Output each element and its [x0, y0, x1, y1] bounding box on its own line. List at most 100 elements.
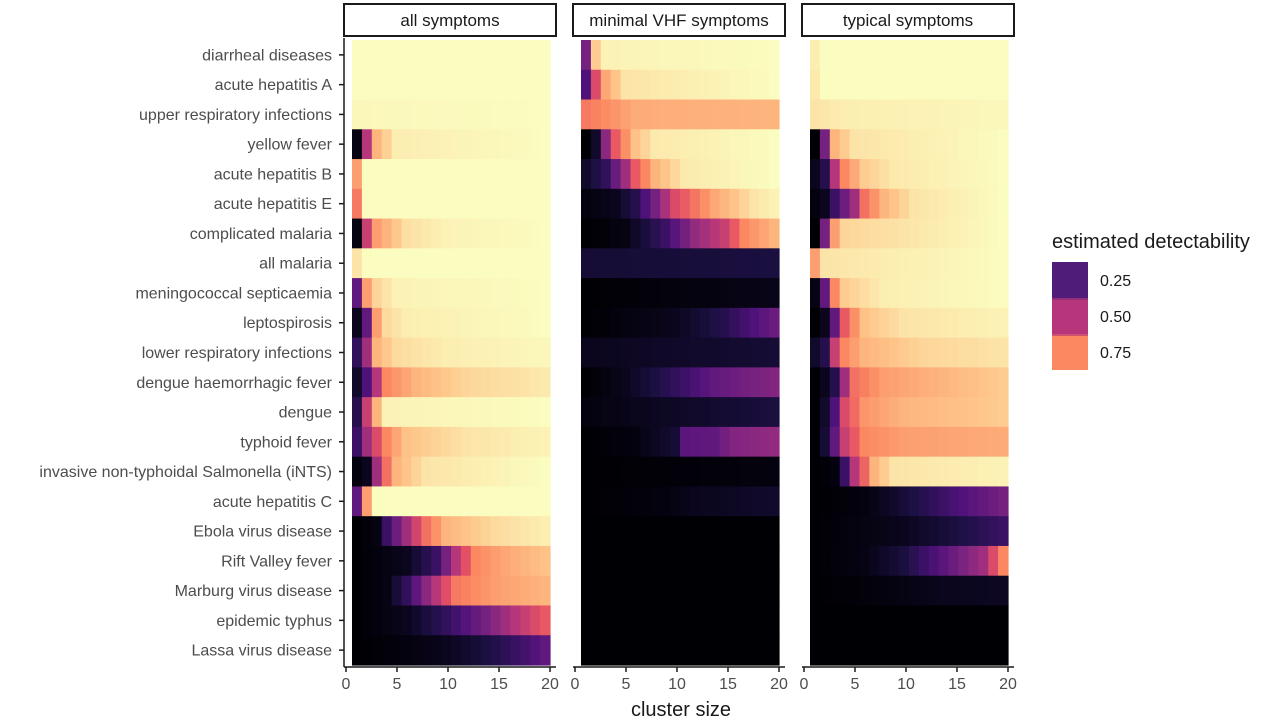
heatmap-cell [938, 69, 950, 101]
heatmap-cell [889, 426, 900, 458]
heatmap-cell [869, 367, 880, 398]
heatmap-cell [371, 486, 383, 517]
heatmap-cell [689, 367, 701, 398]
heatmap-cell [670, 516, 681, 547]
heatmap-cell [600, 605, 612, 636]
heatmap-cell [401, 426, 412, 458]
heatmap-cell [680, 516, 691, 547]
heatmap-cell [968, 426, 979, 458]
heatmap-cell [829, 545, 841, 577]
heatmap-cell [540, 397, 551, 428]
heatmap-cell [441, 367, 452, 398]
heatmap-cell [729, 248, 740, 279]
heatmap-cell [689, 486, 701, 517]
heatmap-cell [699, 218, 711, 249]
heatmap-cell [620, 367, 632, 398]
heatmap-cell [829, 278, 841, 309]
heatmap-cell [620, 426, 632, 458]
heatmap-cell [361, 159, 373, 190]
heatmap-cell [361, 218, 373, 249]
heatmap-cell [739, 426, 750, 458]
heatmap-cell [759, 69, 770, 101]
heatmap-cell [839, 129, 851, 160]
heatmap-cell [371, 188, 383, 220]
heatmap-cell [948, 188, 960, 220]
heatmap-cell [998, 516, 1009, 547]
heatmap-cell [689, 516, 701, 547]
heatmap-cell [480, 367, 492, 398]
heatmap-cell [352, 367, 363, 398]
heatmap-cell [600, 129, 612, 160]
heatmap-cell [739, 99, 750, 130]
heatmap-cell [988, 129, 999, 160]
heatmap-cell [371, 575, 383, 607]
heatmap-cell [610, 337, 622, 368]
y-tick-label: meningococcal septicaemia [135, 285, 332, 302]
heatmap-cell [670, 307, 681, 339]
heatmap-cell [530, 129, 541, 160]
heatmap-cell [869, 159, 880, 190]
heatmap-cell [680, 129, 691, 160]
heatmap-cell [709, 486, 721, 517]
heatmap-cell [689, 635, 701, 666]
heatmap-cell [729, 278, 740, 309]
heatmap-cell [411, 426, 422, 458]
heatmap-cell [699, 248, 711, 279]
heatmap-cell [749, 307, 760, 339]
heatmap-cell [371, 69, 383, 101]
heatmap-cell [769, 486, 780, 517]
heatmap-cell [948, 486, 960, 517]
heatmap-cell [968, 456, 979, 488]
heatmap-cell [480, 218, 492, 249]
heatmap-cell [849, 248, 861, 279]
heatmap-cell [889, 575, 900, 607]
heatmap-cell [968, 367, 979, 398]
heatmap-cell [421, 337, 432, 368]
heatmap-cell [411, 486, 422, 517]
x-tick-label: 5 [851, 676, 860, 693]
heatmap-cell [630, 188, 641, 220]
heatmap-cell [709, 545, 721, 577]
heatmap-cell [470, 367, 482, 398]
heatmap-cell [600, 456, 612, 488]
heatmap-cell [660, 307, 671, 339]
heatmap-cell [879, 188, 890, 220]
heatmap-cell [699, 188, 711, 220]
heatmap-cell [759, 278, 770, 309]
heatmap-cell [689, 278, 701, 309]
heatmap-cell [810, 337, 821, 368]
heatmap-cell [859, 635, 870, 666]
heatmap-cell [938, 545, 950, 577]
heatmap-cell [769, 40, 780, 71]
heatmap-cell [451, 248, 462, 279]
heatmap-cell [879, 129, 890, 160]
heatmap-cell [411, 367, 422, 398]
heatmap-cell [590, 575, 602, 607]
legend-swatch [1052, 336, 1088, 370]
heatmap-cell [352, 40, 363, 71]
heatmap-cell [460, 397, 472, 428]
heatmap-cell [460, 545, 472, 577]
heatmap-cell [998, 248, 1009, 279]
heatmap-cell [660, 456, 671, 488]
heatmap-cell [381, 635, 393, 666]
heatmap-cell [610, 278, 622, 309]
heatmap-cell [650, 635, 661, 666]
heatmap-cell [829, 426, 841, 458]
heatmap-cell [810, 69, 821, 101]
heatmap-cell [391, 188, 403, 220]
heatmap-cell [600, 99, 612, 130]
heatmap-cell [640, 635, 651, 666]
heatmap-cell [470, 575, 482, 607]
heatmap-cell [839, 218, 851, 249]
heatmap-cell [660, 248, 671, 279]
heatmap-cell [869, 307, 880, 339]
heatmap-cell [680, 159, 691, 190]
heatmap-cell [749, 397, 760, 428]
heatmap-cell [769, 337, 780, 368]
heatmap-cell [719, 545, 731, 577]
heatmap-cell [889, 337, 900, 368]
heatmap-cell [600, 486, 612, 517]
heatmap-cell [401, 545, 412, 577]
heatmap-cell [819, 575, 831, 607]
